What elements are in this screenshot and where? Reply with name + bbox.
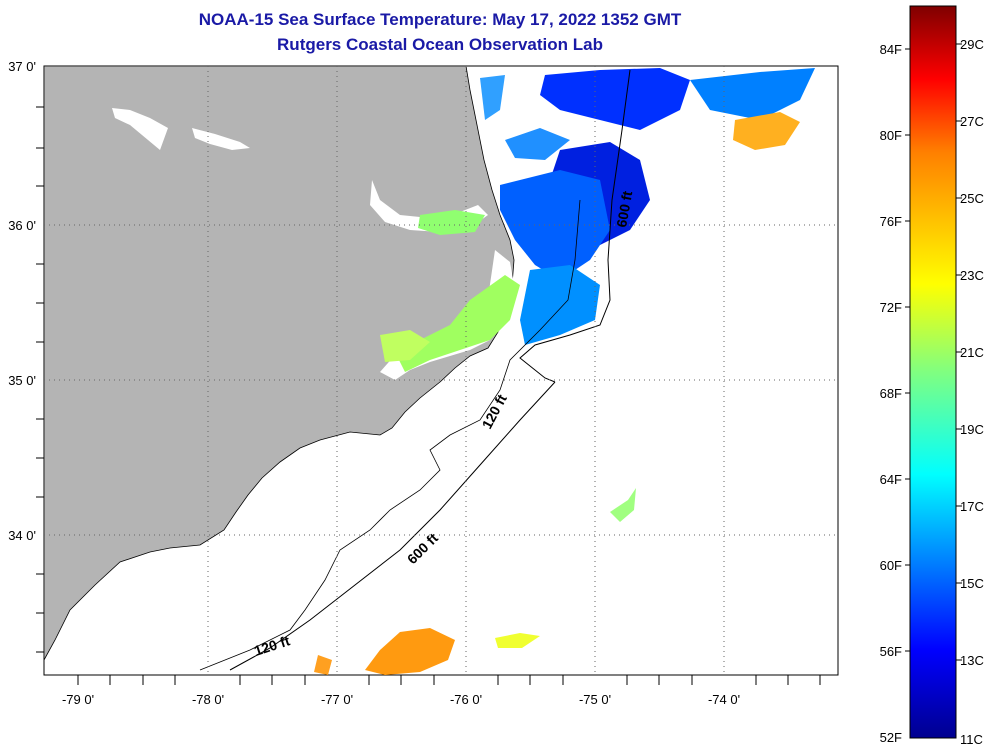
sst-green-water [380, 210, 636, 522]
colorbar-f-56: 56F [879, 644, 902, 659]
lat-label-34: 34 0' [8, 528, 36, 543]
lat-label-35: 35 0' [8, 373, 36, 388]
inland-lake-2 [192, 128, 250, 150]
lon-label-74: -74 0' [707, 692, 741, 707]
colorbar-f-60: 60F [879, 558, 902, 573]
lat-label-36: 36 0' [8, 218, 36, 233]
colorbar-c-27: 27C [960, 114, 984, 129]
color-scale-bar [909, 5, 957, 739]
contour-line-600ft-north [519, 69, 631, 383]
contour-label-600ft-north: 600 ft [613, 189, 635, 228]
colorbar-c-11: 11C [960, 732, 983, 747]
lon-label-75: -75 0' [578, 692, 612, 707]
colorbar-f-72: 72F [879, 300, 902, 315]
colorbar-c-15: 15C [960, 576, 984, 591]
colorbar-c-25: 25C [960, 191, 984, 206]
colorbar-f-80: 80F [879, 128, 902, 143]
map-subtitle: Rutgers Coastal Ocean Observation Lab [277, 35, 603, 54]
lon-label-79: -79 0' [61, 692, 95, 707]
lat-label-37: 37 0' [8, 59, 36, 74]
inland-lake [112, 108, 168, 150]
sst-cold-water [480, 68, 815, 345]
colorbar-f-52: 52F [879, 730, 902, 745]
lon-label-78: -78 0' [191, 692, 225, 707]
colorbar-f-68: 68F [879, 386, 902, 401]
colorbar-c-19: 19C [960, 422, 984, 437]
contour-line-120ft [199, 199, 581, 671]
sst-warm-water [314, 112, 800, 675]
colorbar-f-84: 84F [879, 42, 902, 57]
colorbar-f-76: 76F [879, 214, 902, 229]
lon-label-76: -76 0' [449, 692, 483, 707]
colorbar-c-21: 21C [960, 345, 984, 360]
colorbar-c-13: 13C [960, 653, 984, 668]
colorbar-c-29: 29C [960, 37, 984, 52]
axis-ticks [36, 106, 821, 685]
colorbar-c-17: 17C [960, 499, 984, 514]
colorbar-f-64: 64F [879, 472, 902, 487]
contour-line-600ft-south [229, 381, 556, 671]
map-title: NOAA-15 Sea Surface Temperature: May 17,… [198, 10, 682, 29]
lon-label-77: -77 0' [320, 692, 354, 707]
colorbar-c-23: 23C [960, 268, 984, 283]
colorbar-ticks [905, 43, 962, 661]
